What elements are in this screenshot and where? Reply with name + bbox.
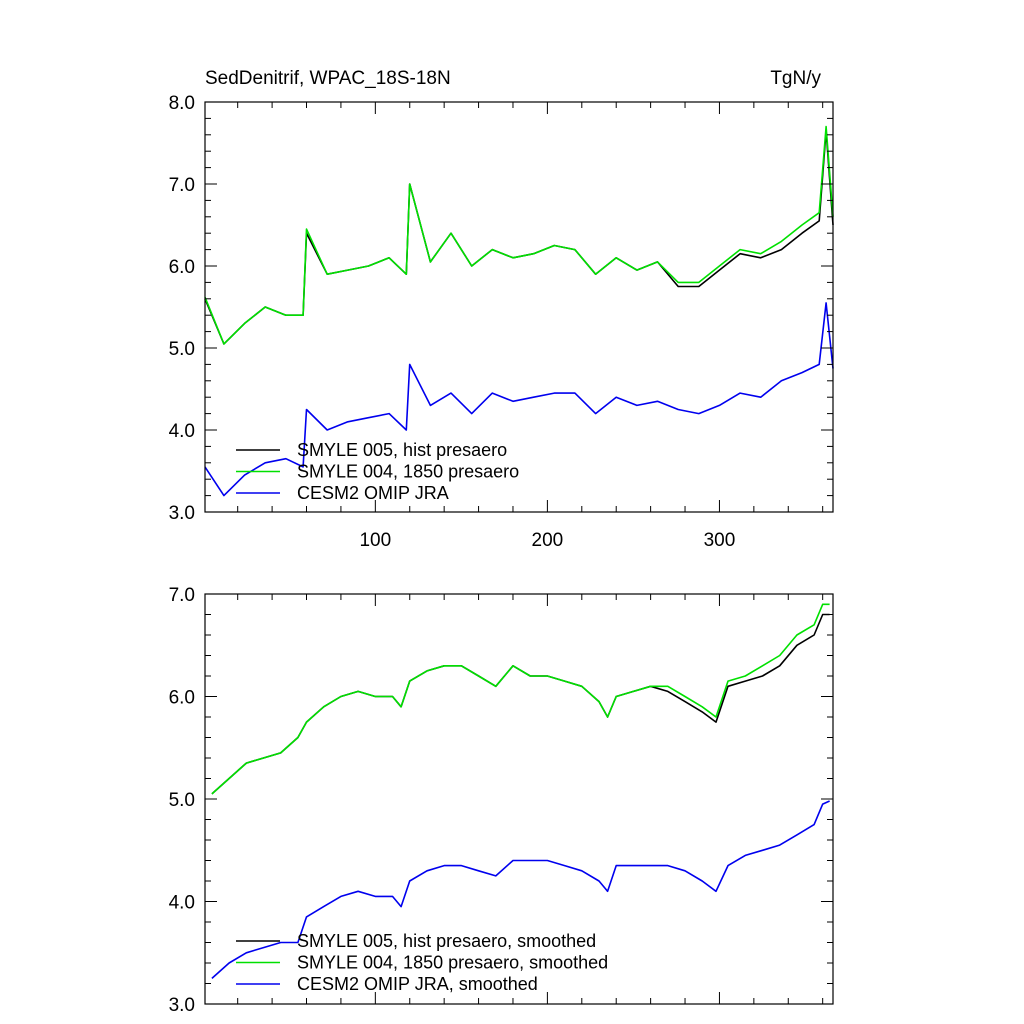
x-tick-label: 300 [704, 530, 736, 551]
plot-frame [204, 101, 834, 513]
y-tick-label: 6.0 [169, 257, 195, 278]
legend: SMYLE 005, hist presaero, smoothedSMYLE … [236, 931, 608, 994]
y-tick-label: 5.0 [169, 339, 195, 360]
y-tick-label: 8.0 [169, 93, 195, 114]
y-tick-label: 6.0 [169, 688, 195, 709]
y-tick-label: 3.0 [169, 995, 195, 1016]
legend-label: CESM2 OMIP JRA, smoothed [297, 974, 538, 994]
y-tick-label: 7.0 [169, 175, 195, 196]
y-tick-label: 7.0 [169, 585, 195, 606]
legend-label: SMYLE 005, hist presaero, smoothed [297, 931, 596, 951]
y-tick-label: 4.0 [169, 893, 195, 914]
series-line-2 [211, 603, 830, 795]
legend-label: SMYLE 005, hist presaero [297, 440, 507, 460]
units-label: TgN/y [770, 68, 821, 89]
legend-label: SMYLE 004, 1850 presaero [297, 462, 519, 482]
series-line-1 [204, 129, 834, 345]
series-group [211, 603, 830, 979]
series-line-3 [211, 800, 830, 979]
series-group [204, 125, 834, 497]
series-line-3 [204, 302, 834, 497]
y-tick-label: 3.0 [169, 503, 195, 524]
legend-label: SMYLE 004, 1850 presaero, smoothed [297, 953, 608, 973]
x-tick-label: 100 [359, 530, 391, 551]
x-tick-label: 200 [532, 530, 564, 551]
chart-title: SedDenitrif, WPAC_18S-18N [205, 68, 451, 89]
top-panel: SedDenitrif, WPAC_18S-18N TgN/y 3.0 4.0 5.0 6… [169, 68, 834, 551]
bottom-panel: 3.0 4.0 5.0 6.0 7.0 SMYLE 005, hist presaero,… [169, 585, 834, 1016]
series-line-1 [211, 613, 830, 795]
legend-label: CESM2 OMIP JRA [297, 483, 449, 503]
series-line-2 [204, 125, 834, 345]
y-tick-label: 5.0 [169, 790, 195, 811]
y-tick-label: 4.0 [169, 421, 195, 442]
